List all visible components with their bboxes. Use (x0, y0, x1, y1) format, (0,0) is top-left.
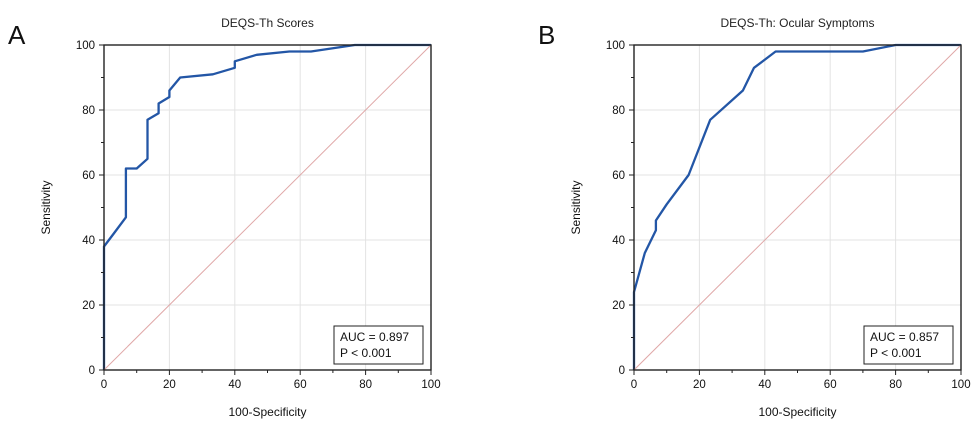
x-tick-label: 60 (824, 379, 837, 391)
p-value-label: P < 0.001 (870, 346, 922, 360)
p-value-label: P < 0.001 (340, 346, 392, 360)
x-tick-label: 100 (951, 379, 970, 391)
y-axis-label: Sensitivity (39, 180, 53, 234)
roc-curve (632, 43, 961, 370)
y-tick-label: 80 (82, 105, 95, 117)
y-tick-label: 60 (612, 170, 625, 182)
y-tick-label: 0 (89, 365, 95, 377)
x-tick-label: 0 (631, 379, 637, 391)
y-tick-label: 20 (612, 300, 625, 312)
chart-title: DEQS-Th: Ocular Symptoms (720, 16, 874, 30)
y-tick-label: 60 (82, 170, 95, 182)
y-tick-label: 40 (82, 235, 95, 247)
y-tick-label: 80 (612, 105, 625, 117)
y-tick-label: 100 (76, 40, 95, 52)
x-axis-label: 100-Specificity (758, 405, 836, 419)
y-axis-label: Sensitivity (569, 180, 583, 234)
roc-panel-a: A DEQS-Th Scores 0 20 40 60 80 100 0 20 40 60 80 100 1… (8, 16, 441, 419)
roc-curve (102, 43, 431, 370)
auc-annotation-box (333, 325, 424, 365)
chart-title: DEQS-Th Scores (221, 16, 314, 30)
x-tick-label: 80 (889, 379, 902, 391)
x-axis-label: 100-Specificity (228, 405, 306, 419)
reference-diagonal-line (633, 44, 962, 371)
auc-value-label: AUC = 0.857 (870, 330, 939, 344)
x-tick-label: 40 (228, 379, 241, 391)
auc-annotation-box (863, 325, 954, 365)
y-tick-label: 100 (606, 40, 625, 52)
x-tick-label: 20 (693, 379, 706, 391)
reference-diagonal-line (103, 44, 432, 371)
x-tick-label: 60 (294, 379, 307, 391)
x-tick-label: 20 (163, 379, 176, 391)
x-tick-label: 0 (101, 379, 107, 391)
auc-value-label: AUC = 0.897 (340, 330, 409, 344)
y-tick-label: 20 (82, 300, 95, 312)
panel-letter: B (538, 20, 555, 50)
x-tick-label: 40 (758, 379, 771, 391)
x-tick-label: 80 (359, 379, 372, 391)
roc-panel-b: B DEQS-Th: Ocular Symptoms 0 20 40 60 80 100 0 20… (538, 16, 971, 419)
y-tick-label: 40 (612, 235, 625, 247)
y-tick-label: 0 (619, 365, 625, 377)
panel-letter: A (8, 20, 26, 50)
x-tick-label: 100 (421, 379, 440, 391)
